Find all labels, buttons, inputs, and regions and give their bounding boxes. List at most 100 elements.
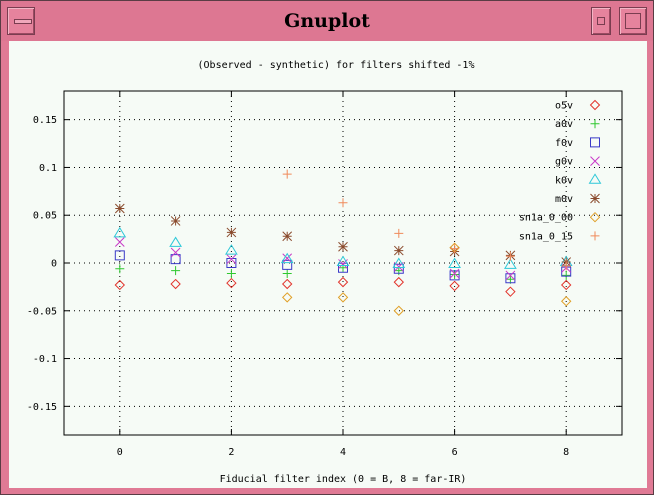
data-point-o5v: [337, 276, 349, 288]
data-point-k0v: [392, 257, 406, 268]
data-point-m0v: [282, 231, 293, 242]
data-point-o5v: [226, 277, 237, 289]
legend-label: a0v: [555, 119, 573, 130]
legend: o5v a0v f0v g0v k0v m0v sn1a_0_00 sn1a_0_15: [519, 99, 602, 242]
legend-marker-sn1a_0_15: [590, 231, 600, 241]
series-a0v: [115, 263, 571, 284]
y-tick-label: -0.15: [27, 402, 57, 413]
chart-title: (Observed - synthetic) for filters shift…: [198, 60, 475, 71]
data-point-o5v: [170, 278, 181, 290]
data-point-a0v: [171, 266, 181, 276]
window-title: Gnuplot: [284, 10, 370, 32]
data-point-m0v: [170, 216, 181, 226]
data-point-sn1a_0_00: [393, 305, 405, 316]
data-point-k0v: [448, 257, 461, 268]
data-point-k0v: [169, 236, 182, 247]
data-point-g0v: [505, 270, 516, 281]
data-point-sn1a_0_15: [505, 251, 515, 261]
data-point-k0v: [113, 226, 127, 238]
legend-label: sn1a_0_00: [519, 213, 573, 224]
data-point-a0v: [338, 263, 348, 273]
series-sn1a_0_00: [281, 242, 572, 316]
y-tick-label: 0.15: [33, 115, 57, 126]
data-point-o5v: [560, 279, 572, 291]
title-bar[interactable]: Gnuplot: [1, 1, 653, 41]
data-point-o5v: [393, 276, 405, 288]
data-point-sn1a_0_15: [394, 228, 404, 238]
series-o5v: [114, 276, 572, 297]
data-points: [113, 169, 573, 316]
data-point-k0v: [504, 258, 517, 269]
data-point-m0v: [338, 241, 348, 252]
legend-label: sn1a_0_15: [519, 231, 573, 242]
y-tick-label: 0.05: [33, 211, 57, 222]
data-point-f0v: [393, 263, 404, 274]
legend-label: k0v: [555, 175, 573, 186]
data-point-o5v: [505, 286, 516, 297]
data-point-a0v: [282, 269, 292, 279]
maximize-icon: [625, 13, 641, 29]
data-point-o5v: [449, 280, 460, 292]
data-point-a0v: [226, 269, 236, 279]
data-point-a0v: [505, 274, 515, 284]
data-point-sn1a_0_00: [560, 296, 572, 307]
legend-marker-g0v: [590, 156, 600, 166]
scatter-chart: (Observed - synthetic) for filters shift…: [27, 60, 623, 485]
x-tick-label: 4: [340, 447, 346, 458]
x-tick-label: 2: [228, 447, 234, 458]
data-point-sn1a_0_15: [450, 244, 460, 254]
legend-label: f0v: [555, 138, 573, 149]
data-point-f0v: [449, 270, 460, 281]
data-point-sn1a_0_00: [337, 292, 349, 303]
data-point-o5v: [114, 279, 126, 291]
minimize-button[interactable]: [591, 7, 611, 35]
data-point-f0v: [338, 262, 348, 273]
data-point-o5v: [281, 278, 293, 290]
legend-marker-sn1a_0_00: [589, 211, 601, 223]
series-sn1a_0_15: [282, 169, 571, 271]
legend-label: o5v: [555, 101, 573, 112]
x-tick-label: 0: [117, 447, 123, 458]
data-point-f0v: [226, 258, 237, 268]
y-tick-label: 0.1: [39, 163, 57, 174]
data-point-sn1a_0_15: [561, 261, 571, 271]
data-point-a0v: [115, 264, 125, 274]
data-point-g0v: [282, 253, 293, 264]
plot-canvas: (Observed - synthetic) for filters shift…: [9, 41, 647, 488]
data-point-a0v: [450, 269, 460, 279]
data-point-sn1a_0_00: [281, 292, 293, 303]
y-tick-label: -0.1: [33, 354, 57, 365]
data-point-m0v: [114, 203, 125, 214]
legend-marker-o5v: [589, 99, 601, 111]
data-point-sn1a_0_15: [338, 198, 348, 208]
axis-ticks: 0 2 4 6 8 0.15 0.1 0.05 0 -0.05 -0.1 -0.15: [27, 91, 622, 458]
legend-label: g0v: [555, 157, 573, 168]
legend-marker-m0v: [590, 193, 600, 204]
data-point-m0v: [393, 245, 404, 256]
data-point-g0v: [449, 268, 460, 279]
window-menu-button[interactable]: [7, 7, 35, 35]
data-point-k0v: [336, 255, 350, 267]
data-point-k0v: [225, 244, 238, 255]
y-tick-label: -0.05: [27, 306, 57, 317]
series-g0v: [114, 237, 572, 281]
y-tick-label: 0: [51, 259, 57, 270]
data-point-f0v: [561, 266, 572, 277]
grid-lines: [64, 91, 622, 435]
data-point-sn1a_0_15: [282, 169, 292, 179]
data-point-m0v: [226, 227, 237, 238]
minimize-icon: [597, 17, 605, 25]
data-point-g0v: [226, 254, 237, 265]
data-point-g0v: [114, 237, 125, 247]
x-axis-label: Fiducial filter index (0 = B, 8 = far-IR…: [220, 474, 467, 485]
window-menu-icon: [14, 19, 32, 24]
data-point-g0v: [170, 247, 181, 258]
data-point-a0v: [561, 270, 571, 280]
x-tick-label: 6: [452, 447, 458, 458]
maximize-button[interactable]: [619, 7, 647, 35]
legend-marker-f0v: [590, 137, 600, 148]
legend-marker-k0v: [588, 173, 602, 184]
data-point-k0v: [280, 252, 294, 264]
x-tick-label: 8: [563, 447, 569, 458]
